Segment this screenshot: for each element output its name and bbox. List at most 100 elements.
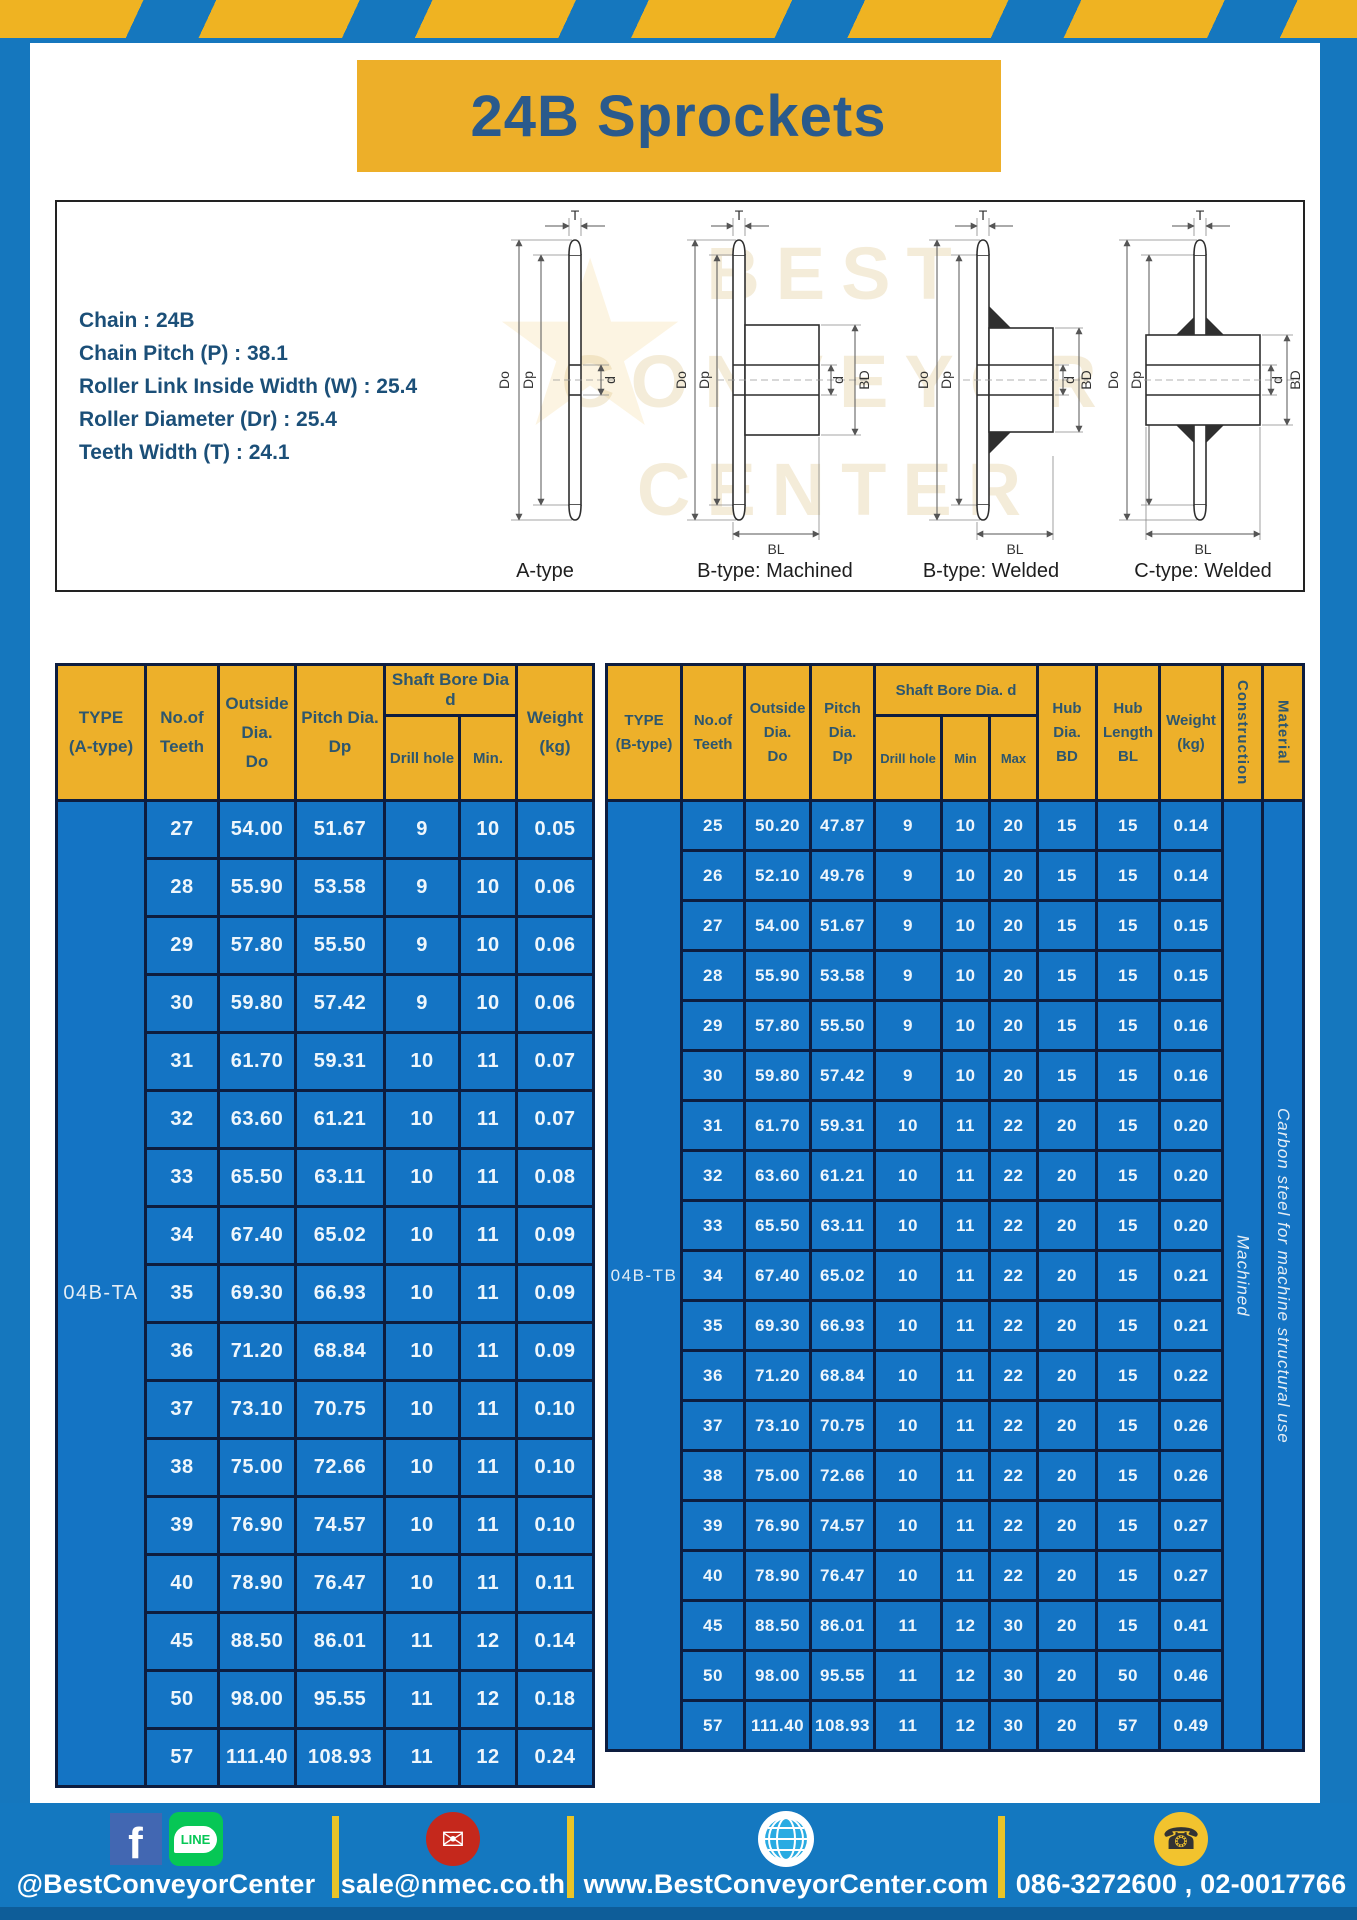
table-cell-teeth: 35 (683, 1302, 743, 1349)
header-hub-length: Hub Length BL (1098, 666, 1158, 799)
table-cell-weight: 0.05 (518, 802, 592, 857)
table-cell-hub-dia: 20 (1039, 1302, 1095, 1349)
table-cell-pitch-dia: 57.42 (812, 1052, 873, 1099)
diagram-caption: C-type: Welded (1134, 560, 1272, 582)
table-cell-drill-hole: 10 (876, 1102, 940, 1149)
table-cell-outside-dia: 63.60 (220, 1092, 294, 1147)
footer-edge (0, 1907, 1357, 1920)
table-cell-drill-hole: 11 (876, 1702, 940, 1749)
dim-label-t: T (979, 210, 988, 223)
table-cell-pitch-dia: 70.75 (812, 1402, 873, 1449)
table-cell-outside-dia: 71.20 (220, 1324, 294, 1379)
table-cell-teeth: 36 (147, 1324, 217, 1379)
table-cell-min: 11 (943, 1552, 988, 1599)
table-cell-hub-length: 15 (1098, 1552, 1158, 1599)
table-cell-pitch-dia: 55.50 (812, 1002, 873, 1049)
footer-divider (998, 1815, 1005, 1898)
table-cell-min: 11 (461, 1092, 515, 1147)
header-weight: Weight (kg) (1161, 666, 1221, 799)
table-cell-drill-hole: 10 (876, 1552, 940, 1599)
dim-label-bl: BL (1194, 541, 1211, 557)
diagram-b-welded: Do Dp d BD T (883, 210, 1099, 583)
table-cell-weight: 0.16 (1161, 1002, 1221, 1049)
table-cell-hub-length: 15 (1098, 1252, 1158, 1299)
table-cell-teeth: 38 (683, 1452, 743, 1499)
table-cell-max: 20 (991, 852, 1036, 899)
dim-label-dp: Dp (696, 371, 712, 389)
footer-divider (332, 1815, 339, 1898)
type-cell: 04B-TB (608, 802, 680, 1749)
table-cell-teeth: 28 (683, 952, 743, 999)
table-cell-outside-dia: 59.80 (220, 976, 294, 1031)
table-cell-teeth: 45 (147, 1614, 217, 1669)
table-cell-hub-dia: 20 (1039, 1352, 1095, 1399)
table-cell-drill-hole: 9 (386, 802, 458, 857)
table-cell-weight: 0.15 (1161, 952, 1221, 999)
table-cell-teeth: 30 (147, 976, 217, 1031)
table-cell-weight: 0.41 (1161, 1602, 1221, 1649)
table-cell-teeth: 50 (683, 1652, 743, 1699)
table-cell-drill-hole: 11 (876, 1652, 940, 1699)
table-cell-pitch-dia: 72.66 (812, 1452, 873, 1499)
table-cell-weight: 0.09 (518, 1324, 592, 1379)
table-cell-hub-length: 15 (1098, 1152, 1158, 1199)
table-cell-hub-length: 50 (1098, 1652, 1158, 1699)
table-cell-outside-dia: 54.00 (220, 802, 294, 857)
table-cell-drill-hole: 10 (876, 1252, 940, 1299)
table-cell-max: 20 (991, 1002, 1036, 1049)
table-cell-hub-dia: 20 (1039, 1602, 1095, 1649)
footer-website-section: www.BestConveyorCenter.com (574, 1803, 998, 1920)
table-cell-min: 11 (943, 1252, 988, 1299)
table-cell-hub-dia: 15 (1039, 1052, 1095, 1099)
table-cell-outside-dia: 50.20 (746, 802, 809, 849)
table-cell-weight: 0.26 (1161, 1452, 1221, 1499)
table-cell-teeth: 40 (147, 1556, 217, 1611)
table-cell-min: 10 (943, 952, 988, 999)
table-cell-outside-dia: 76.90 (746, 1502, 809, 1549)
table-cell-pitch-dia: 51.67 (297, 802, 383, 857)
table-cell-max: 22 (991, 1302, 1036, 1349)
table-cell-pitch-dia: 72.66 (297, 1440, 383, 1495)
table-cell-teeth: 27 (683, 902, 743, 949)
table-cell-outside-dia: 55.90 (220, 860, 294, 915)
header-drill-hole: Drill hole (876, 717, 940, 799)
table-cell-drill-hole: 9 (386, 918, 458, 973)
type-cell: 04B-TA (58, 802, 144, 1785)
table-cell-teeth: 32 (683, 1152, 743, 1199)
table-cell-hub-dia: 20 (1039, 1552, 1095, 1599)
table-cell-min: 11 (461, 1498, 515, 1553)
table-cell-teeth: 28 (147, 860, 217, 915)
header-outside-dia: Outside Dia. Do (746, 666, 809, 799)
table-cell-hub-length: 15 (1098, 1352, 1158, 1399)
table-cell-hub-length: 15 (1098, 1452, 1158, 1499)
table-cell-pitch-dia: 63.11 (297, 1150, 383, 1205)
header-type: TYPE (B-type) (608, 666, 680, 799)
table-cell-min: 10 (461, 918, 515, 973)
table-cell-hub-dia: 20 (1039, 1652, 1095, 1699)
table-cell-min: 11 (461, 1440, 515, 1495)
table-cell-hub-length: 15 (1098, 1602, 1158, 1649)
table-cell-max: 20 (991, 1052, 1036, 1099)
table-cell-outside-dia: 57.80 (220, 918, 294, 973)
table-cell-pitch-dia: 108.93 (812, 1702, 873, 1749)
table-cell-min: 10 (943, 902, 988, 949)
table-cell-teeth: 27 (147, 802, 217, 857)
table-cell-pitch-dia: 86.01 (297, 1614, 383, 1669)
table-cell-outside-dia: 69.30 (220, 1266, 294, 1321)
table-cell-hub-length: 15 (1098, 1052, 1158, 1099)
construction-cell: Machined (1224, 802, 1261, 1749)
website-url: www.BestConveyorCenter.com (583, 1869, 989, 1899)
header-max: Max (991, 717, 1036, 799)
table-cell-teeth: 29 (683, 1002, 743, 1049)
table-cell-drill-hole: 11 (876, 1602, 940, 1649)
diagram-caption: A-type (516, 560, 574, 582)
table-cell-teeth: 38 (147, 1440, 217, 1495)
dim-label-dp: Dp (938, 371, 954, 389)
table-cell-outside-dia: 71.20 (746, 1352, 809, 1399)
table-cell-min: 12 (461, 1672, 515, 1727)
table-cell-weight: 0.18 (518, 1672, 592, 1727)
table-cell-drill-hole: 10 (876, 1352, 940, 1399)
table-cell-teeth: 57 (147, 1730, 217, 1785)
table-cell-weight: 0.14 (518, 1614, 592, 1669)
table-cell-hub-dia: 20 (1039, 1102, 1095, 1149)
